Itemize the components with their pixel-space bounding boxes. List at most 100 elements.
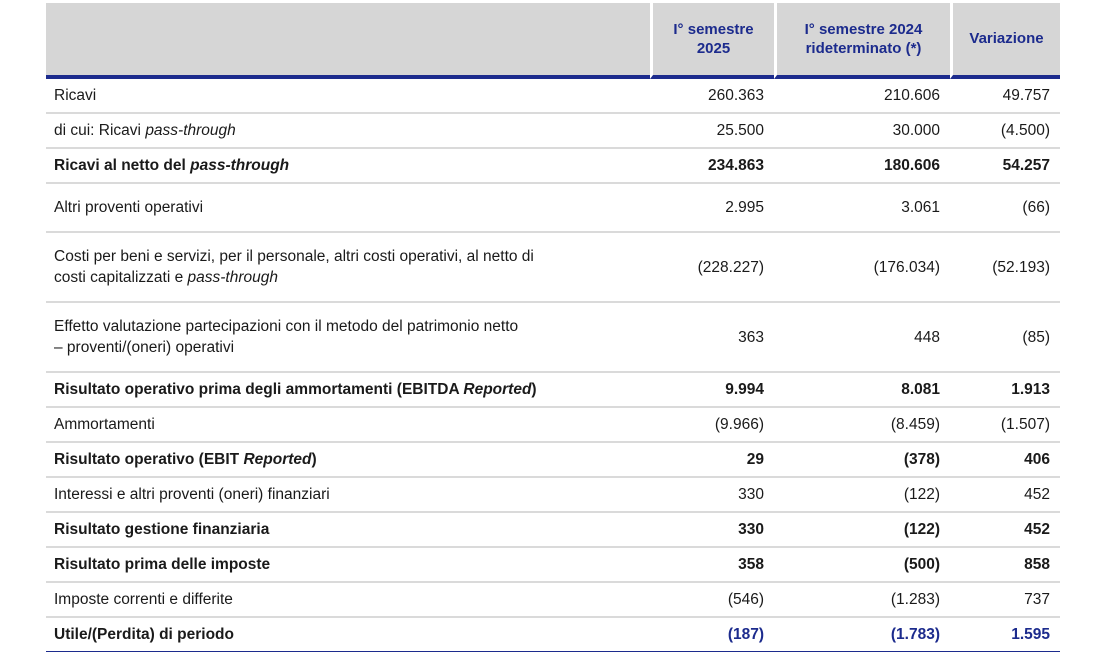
cell-value: 448 xyxy=(774,303,950,373)
label-segment: Risultato prima delle imposte xyxy=(54,556,271,573)
cell-value: (122) xyxy=(774,478,950,513)
label-segment: pass-through xyxy=(190,157,290,174)
label-segment: Interessi e altri proventi (oneri) finan… xyxy=(54,486,330,503)
cell-value: 1.913 xyxy=(950,373,1060,408)
cell-value: 737 xyxy=(950,583,1060,618)
cell-value: 29 xyxy=(650,443,774,478)
label-segment: Ammortamenti xyxy=(54,416,155,433)
cell-value: (1.507) xyxy=(950,408,1060,443)
cell-value: (122) xyxy=(774,513,950,548)
cell-value: 260.363 xyxy=(650,79,774,114)
row-label: Utile/(Perdita) di periodo xyxy=(46,618,650,652)
row-label: Risultato gestione finanziaria xyxy=(46,513,650,548)
column-header-variazione: Variazione xyxy=(950,3,1060,79)
table-row: Risultato operativo prima degli ammortam… xyxy=(46,373,1060,408)
row-label: Interessi e altri proventi (oneri) finan… xyxy=(46,478,650,513)
table-row: Ricavi 260.363 210.606 49.757 xyxy=(46,79,1060,114)
label-segment: Ricavi al netto del xyxy=(54,157,191,174)
table-row: Effetto valutazione partecipazioni con i… xyxy=(46,303,1060,373)
cell-value: 358 xyxy=(650,548,774,583)
label-segment: di cui: Ricavi xyxy=(54,122,146,139)
row-label: Imposte correnti e differite xyxy=(46,583,650,618)
row-label: Ricavi al netto del pass-through xyxy=(46,149,650,184)
cell-value: 406 xyxy=(950,443,1060,478)
cell-value: (546) xyxy=(650,583,774,618)
cell-value: 2.995 xyxy=(650,184,774,233)
label-segment: Ricavi xyxy=(54,87,97,104)
row-label: di cui: Ricavi pass-through xyxy=(46,114,650,149)
table-row: Risultato gestione finanziaria 330 (122) 45… xyxy=(46,513,1060,548)
cell-value: (500) xyxy=(774,548,950,583)
table-row: Costi per beni e servizi, per il persona… xyxy=(46,233,1060,303)
cell-value: (1.783) xyxy=(774,618,950,652)
label-segment: pass-through xyxy=(187,269,279,286)
cell-value: 8.081 xyxy=(774,373,950,408)
cell-value: 330 xyxy=(650,513,774,548)
row-label: Risultato operativo (EBIT Reported) xyxy=(46,443,650,478)
table-row: Risultato prima delle imposte 358 (500) 858 xyxy=(46,548,1060,583)
column-header-empty xyxy=(46,3,650,79)
table-row: Risultato operativo (EBIT Reported) 29 (37… xyxy=(46,443,1060,478)
cell-value: 858 xyxy=(950,548,1060,583)
cell-value: 234.863 xyxy=(650,149,774,184)
income-statement-table: I° semestre 2025 I° semestre 2024 ridete… xyxy=(46,3,1060,652)
cell-value: 180.606 xyxy=(774,149,950,184)
label-segment: costi capitalizzati e xyxy=(54,269,188,286)
cell-value: 3.061 xyxy=(774,184,950,233)
row-label: Effetto valutazione partecipazioni con i… xyxy=(46,303,650,373)
row-label: Ammortamenti xyxy=(46,408,650,443)
cell-value: (228.227) xyxy=(650,233,774,303)
header-row: I° semestre 2025 I° semestre 2024 ridete… xyxy=(46,3,1060,79)
cell-value: 1.595 xyxy=(950,618,1060,652)
cell-value: (9.966) xyxy=(650,408,774,443)
column-header-semestre-2025: I° semestre 2025 xyxy=(650,3,774,79)
label-segment: ) xyxy=(531,381,537,398)
cell-value: (187) xyxy=(650,618,774,652)
label-segment: Risultato operativo (EBIT xyxy=(54,451,244,468)
cell-value: 9.994 xyxy=(650,373,774,408)
cell-value: 25.500 xyxy=(650,114,774,149)
cell-value: 452 xyxy=(950,513,1060,548)
cell-value: 330 xyxy=(650,478,774,513)
cell-value: (176.034) xyxy=(774,233,950,303)
label-segment: Risultato gestione finanziaria xyxy=(54,521,270,538)
table-row: Ricavi al netto del pass-through 234.863 1… xyxy=(46,149,1060,184)
cell-value: (66) xyxy=(950,184,1060,233)
label-segment: Utile/(Perdita) di periodo xyxy=(54,626,234,643)
cell-value: (1.283) xyxy=(774,583,950,618)
label-segment: Risultato operativo prima degli ammortam… xyxy=(54,381,464,398)
label-segment: Reported xyxy=(463,381,532,398)
cell-value: (8.459) xyxy=(774,408,950,443)
row-label: Ricavi xyxy=(46,79,650,114)
cell-value: 30.000 xyxy=(774,114,950,149)
label-segment: Effetto valutazione partecipazioni con i… xyxy=(54,318,519,335)
table-row: Ammortamenti (9.966) (8.459) (1.507) xyxy=(46,408,1060,443)
cell-value: 452 xyxy=(950,478,1060,513)
label-segment: – proventi/(oneri) operativi xyxy=(54,339,235,356)
cell-value: (52.193) xyxy=(950,233,1060,303)
row-label: Altri proventi operativi xyxy=(46,184,650,233)
table-row: Utile/(Perdita) di periodo (187) (1.783) 1.… xyxy=(46,618,1060,652)
label-segment: Altri proventi operativi xyxy=(54,199,204,216)
row-label: Risultato prima delle imposte xyxy=(46,548,650,583)
table-body: Ricavi 260.363 210.606 49.757 di cui: Ricavi… xyxy=(46,79,1060,652)
cell-value: 210.606 xyxy=(774,79,950,114)
column-header-semestre-2024-rideterminato: I° semestre 2024 rideterminato (*) xyxy=(774,3,950,79)
cell-value: 363 xyxy=(650,303,774,373)
cell-value: (4.500) xyxy=(950,114,1060,149)
label-segment: Reported xyxy=(243,451,312,468)
label-segment: Costi per beni e servizi, per il persona… xyxy=(54,248,534,265)
label-segment: ) xyxy=(311,451,317,468)
cell-value: 49.757 xyxy=(950,79,1060,114)
table-row: Imposte correnti e differite (546) (1.283)… xyxy=(46,583,1060,618)
row-label: Costi per beni e servizi, per il persona… xyxy=(46,233,650,303)
table-row: Altri proventi operativi 2.995 3.061 (66) xyxy=(46,184,1060,233)
row-label: Risultato operativo prima degli ammortam… xyxy=(46,373,650,408)
cell-value: (378) xyxy=(774,443,950,478)
table-row: Interessi e altri proventi (oneri) finan… xyxy=(46,478,1060,513)
table-row: di cui: Ricavi pass-through 25.500 30.000(… xyxy=(46,114,1060,149)
cell-value: (85) xyxy=(950,303,1060,373)
label-segment: pass-through xyxy=(145,122,236,139)
cell-value: 54.257 xyxy=(950,149,1060,184)
